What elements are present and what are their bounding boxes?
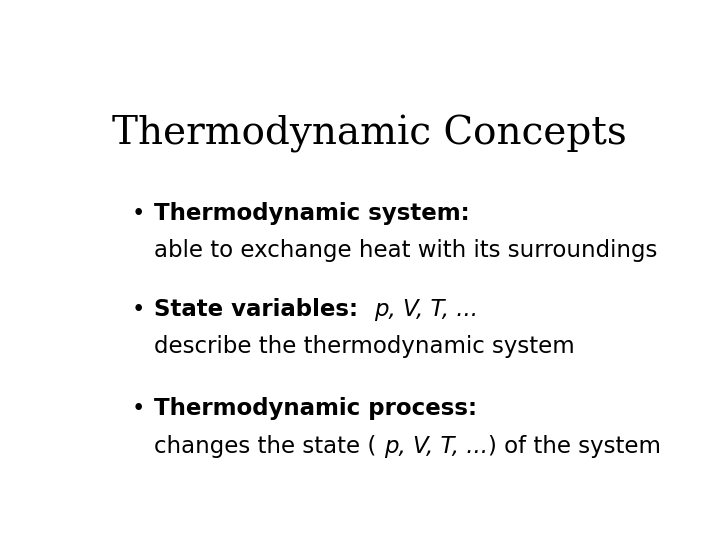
- Text: describe the thermodynamic system: describe the thermodynamic system: [154, 335, 575, 358]
- Text: •: •: [132, 298, 145, 321]
- Text: Thermodynamic process:: Thermodynamic process:: [154, 397, 477, 421]
- Text: Thermodynamic system:: Thermodynamic system:: [154, 202, 469, 225]
- Text: p, V, T, ...: p, V, T, ...: [384, 435, 487, 458]
- Text: able to exchange heat with its surroundings: able to exchange heat with its surroundi…: [154, 239, 657, 262]
- Text: Thermodynamic Concepts: Thermodynamic Concepts: [112, 114, 626, 153]
- Text: ) of the system: ) of the system: [487, 435, 661, 458]
- Text: •: •: [132, 202, 145, 225]
- Text: p, V, T, ...: p, V, T, ...: [374, 298, 478, 321]
- Text: •: •: [132, 397, 145, 421]
- Text: State variables:: State variables:: [154, 298, 374, 321]
- Text: changes the state (: changes the state (: [154, 435, 384, 458]
